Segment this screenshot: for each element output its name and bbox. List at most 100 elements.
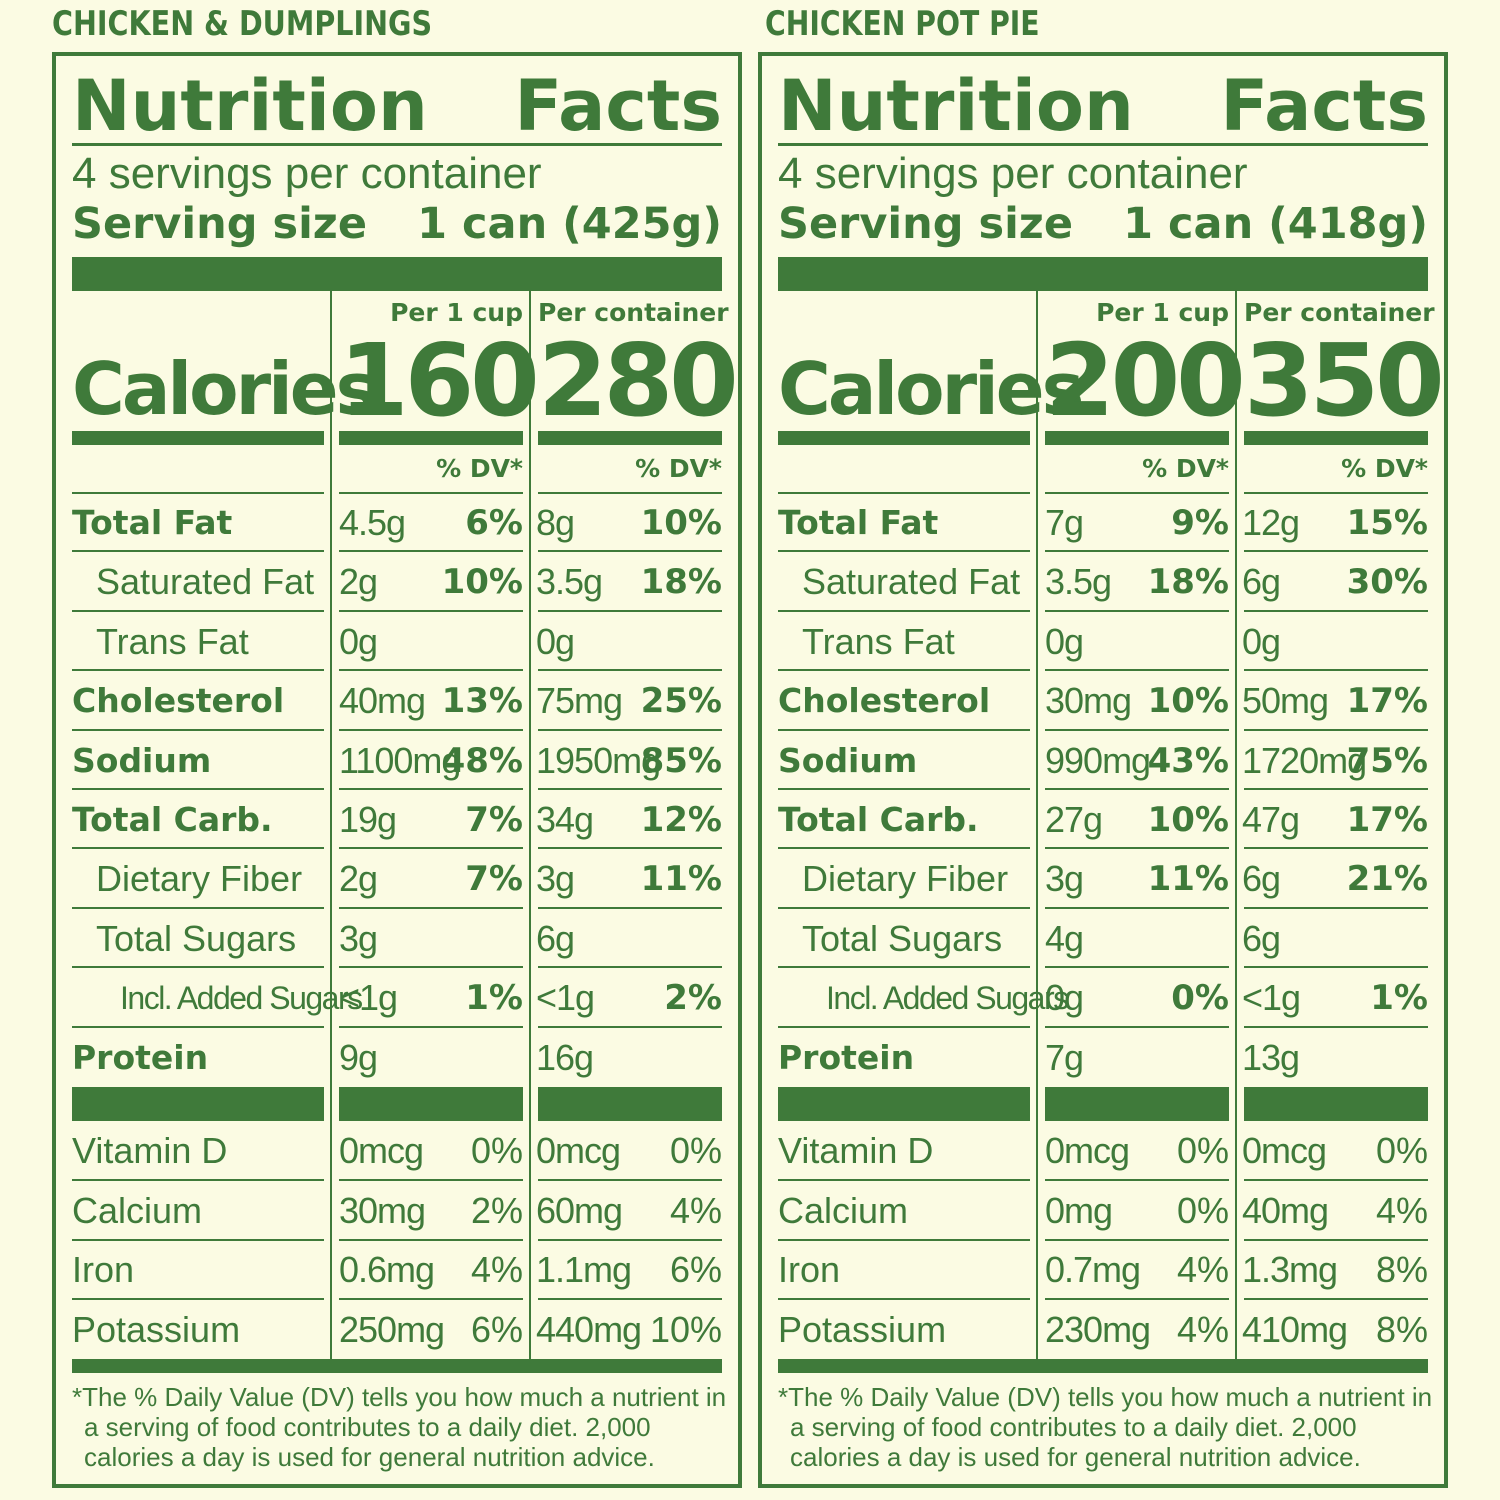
nutrient-label: Saturated Fat xyxy=(96,561,315,603)
bottom-rule xyxy=(72,1359,722,1373)
calories-rule xyxy=(538,431,722,445)
dv-head: % DV* xyxy=(1341,454,1428,483)
thick-rule xyxy=(778,257,1428,291)
row-rule xyxy=(1244,492,1428,494)
row-rule xyxy=(538,847,722,850)
nutrient-dv-per-container: 21% xyxy=(1346,859,1428,900)
nutrient-amount-per-cup: 3.5g xyxy=(1045,561,1112,603)
nutrient-amount-per-cup: 3g xyxy=(1045,858,1084,900)
calories-rule xyxy=(1045,431,1229,445)
row-rule xyxy=(72,1238,324,1241)
thick-rule xyxy=(72,1087,324,1121)
nutrient-amount-per-cup: 9g xyxy=(339,1036,378,1078)
column-divider xyxy=(1235,291,1237,1359)
nutrient-label: Total Fat xyxy=(778,503,939,542)
vitamin-amount-per-container: 440mg xyxy=(536,1308,642,1350)
row-rule xyxy=(778,906,1030,909)
row-rule xyxy=(1045,966,1229,969)
vitamin-dv-per-cup: 4% xyxy=(1176,1249,1229,1290)
row-rule xyxy=(538,1238,722,1241)
nutrient-label: Cholesterol xyxy=(72,681,285,721)
nutrient-amount-per-cup: 2g xyxy=(339,858,378,900)
row-rule xyxy=(339,609,523,612)
row-rule xyxy=(72,669,324,672)
nutrient-dv-per-cup: 10% xyxy=(441,562,523,603)
nutrient-dv-per-container: 11% xyxy=(640,859,722,900)
nutrient-amount-per-cup: 3g xyxy=(339,917,378,959)
nutrient-amount-per-cup: 990mg xyxy=(1045,739,1151,781)
nutrient-amount-per-container: 6g xyxy=(1242,858,1281,900)
vitamin-amount-per-cup: 0mg xyxy=(1045,1189,1113,1231)
row-rule xyxy=(339,669,523,672)
row-rule xyxy=(778,966,1030,969)
row-rule xyxy=(1045,1238,1229,1241)
bottom-rule xyxy=(778,1359,1428,1373)
nutrient-dv-per-cup: 10% xyxy=(1147,681,1229,722)
row-rule xyxy=(778,1298,1030,1300)
nutrient-dv-per-container: 17% xyxy=(1346,681,1428,722)
nutrient-label: Sodium xyxy=(72,740,212,780)
nutrient-label: Saturated Fat xyxy=(802,561,1021,603)
vitamin-dv-per-container: 4% xyxy=(669,1189,722,1231)
row-rule xyxy=(538,788,722,790)
serving-size-value: 1 can (425g) xyxy=(417,199,722,249)
nutrient-amount-per-cup: 19g xyxy=(339,799,397,840)
vitamin-label: Potassium xyxy=(778,1308,947,1350)
calories-label: Calories xyxy=(778,347,1084,431)
footnote-line: a serving of food contributes to a daily… xyxy=(84,1412,651,1442)
calories-rule xyxy=(72,431,324,445)
product-name: CHICKEN & DUMPLINGS xyxy=(52,4,433,44)
serving-size-value: 1 can (418g) xyxy=(1123,199,1428,249)
row-rule xyxy=(1244,550,1428,553)
row-rule xyxy=(538,906,722,909)
nutrient-amount-per-container: 3.5g xyxy=(536,561,603,603)
dv-head: % DV* xyxy=(1142,454,1229,483)
servings-per-container: 4 servings per container xyxy=(778,149,1248,198)
row-rule xyxy=(538,966,722,969)
vitamin-amount-per-cup: 0mcg xyxy=(339,1130,424,1171)
row-rule xyxy=(72,906,324,909)
nutrient-label: Total Carb. xyxy=(72,800,273,839)
vitamin-amount-per-container: 60mg xyxy=(536,1189,623,1231)
vitamin-amount-per-container: 1.3mg xyxy=(1242,1249,1338,1290)
row-rule xyxy=(339,728,523,731)
row-rule xyxy=(1045,669,1229,672)
row-rule xyxy=(778,609,1030,612)
row-rule xyxy=(1244,1179,1428,1181)
calories-rule xyxy=(339,431,523,445)
row-rule xyxy=(1045,847,1229,850)
vitamin-dv-per-cup: 6% xyxy=(470,1308,523,1350)
nutrient-dv-per-cup: 6% xyxy=(465,503,523,543)
nutrient-label: Protein xyxy=(72,1037,209,1077)
vitamin-amount-per-cup: 0mcg xyxy=(1045,1130,1130,1171)
vitamin-dv-per-cup: 4% xyxy=(470,1249,523,1290)
nutrient-amount-per-container: 16g xyxy=(536,1036,594,1078)
row-rule xyxy=(72,1298,324,1300)
nutrient-amount-per-container: 8g xyxy=(536,502,575,543)
footnote: *The % Daily Value (DV) tells you how mu… xyxy=(72,1382,726,1472)
nutrient-label: Dietary Fiber xyxy=(802,858,1009,900)
row-rule xyxy=(339,788,523,790)
nutrient-amount-per-container: 6g xyxy=(1242,561,1281,603)
nutrient-amount-per-container: 34g xyxy=(536,799,594,840)
nutrient-amount-per-container: 3g xyxy=(536,858,575,900)
row-rule xyxy=(538,1179,722,1181)
footnote: *The % Daily Value (DV) tells you how mu… xyxy=(778,1382,1432,1472)
footnote-line: a serving of food contributes to a daily… xyxy=(790,1412,1357,1442)
vitamin-amount-per-container: 0mcg xyxy=(536,1130,621,1171)
row-rule xyxy=(72,609,324,612)
servings-per-container: 4 servings per container xyxy=(72,149,542,198)
row-rule xyxy=(538,669,722,672)
nutrient-amount-per-container: 47g xyxy=(1242,799,1300,840)
vitamin-dv-per-container: 6% xyxy=(669,1249,722,1290)
column-head-per-cup: Per 1 cup xyxy=(390,298,523,327)
vitamin-dv-per-cup: 0% xyxy=(1176,1189,1229,1231)
dv-head: % DV* xyxy=(436,454,523,483)
nutrient-dv-per-container: 17% xyxy=(1346,800,1428,840)
nutrient-dv-per-container: 12% xyxy=(640,800,722,840)
row-rule xyxy=(778,728,1030,731)
row-rule xyxy=(72,966,324,969)
vitamin-amount-per-container: 1.1mg xyxy=(536,1249,632,1290)
row-rule xyxy=(339,966,523,969)
row-rule xyxy=(778,492,1030,494)
